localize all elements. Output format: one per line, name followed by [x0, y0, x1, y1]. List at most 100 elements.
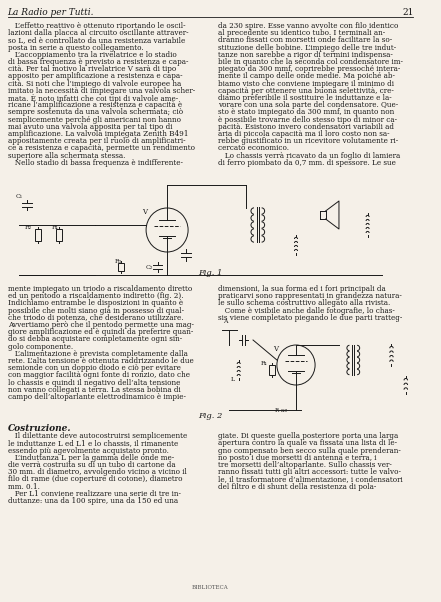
- Text: campo dell’altoparlante elettrodinamico è impie-: campo dell’altoparlante elettrodinamico …: [7, 393, 186, 401]
- Text: tre morsetti dell’altoparlante. Sullo chassis ver-: tre morsetti dell’altoparlante. Sullo ch…: [218, 461, 392, 469]
- Text: aria di piccola capacità ma il loro costo non sa-: aria di piccola capacità ma il loro cost…: [218, 130, 389, 138]
- Text: sis viene completato piegando le due parti tratteg-: sis viene completato piegando le due par…: [218, 314, 402, 322]
- Text: 30 mm. di diametro, avvolgendo vicino a vicino il: 30 mm. di diametro, avvolgendo vicino a …: [7, 468, 187, 476]
- Text: R₁: R₁: [261, 361, 268, 366]
- Text: golo componente.: golo componente.: [7, 343, 73, 350]
- Text: Come è visibile anche dalle fotografie, lo chas-: Come è visibile anche dalle fotografie, …: [218, 306, 395, 315]
- Text: del filtro e di shunt della resistenza di pola-: del filtro e di shunt della resistenza d…: [218, 483, 376, 491]
- Text: Il dilettante deve autocostruirsi semplicemente: Il dilettante deve autocostruirsi sempli…: [7, 432, 187, 440]
- Text: duttanze: una da 100 spire, una da 150 ed una: duttanze: una da 100 spire, una da 150 e…: [7, 497, 178, 505]
- Text: R₁: R₁: [52, 225, 59, 230]
- Text: 21: 21: [402, 8, 413, 17]
- Text: rebbe giustificato in un ricevitore volutamente ri-: rebbe giustificato in un ricevitore volu…: [218, 137, 398, 145]
- Text: tanze non sarebbe a rigor di termini indispensa-: tanze non sarebbe a rigor di termini ind…: [218, 51, 392, 59]
- Text: possibile che molti siano già in possesso di qual-: possibile che molti siano già in possess…: [7, 306, 184, 315]
- Text: di ferro piombato da 0,7 mm. di spessore. Le sue: di ferro piombato da 0,7 mm. di spessore…: [218, 159, 396, 167]
- Text: mm. 0.1.: mm. 0.1.: [7, 483, 40, 491]
- Text: Fig. 2: Fig. 2: [198, 412, 222, 420]
- Text: L’accoppiamento tra la rivelatrice e lo stadio: L’accoppiamento tra la rivelatrice e lo …: [7, 51, 176, 59]
- Text: al precedente su identico tubo. I terminali an-: al precedente su identico tubo. I termin…: [218, 29, 385, 37]
- Text: mai avuto una valvola apposita per tal tipo di: mai avuto una valvola apposita per tal t…: [7, 123, 172, 131]
- Text: lazioni dalla placca al circuito oscillante attraver-: lazioni dalla placca al circuito oscilla…: [7, 29, 188, 37]
- Text: V: V: [142, 208, 147, 216]
- Text: le, il trasformatore d’alimentazione, i condensatori: le, il trasformatore d’alimentazione, i …: [218, 476, 403, 483]
- Text: C₁: C₁: [15, 194, 22, 199]
- Text: semionde con un doppio diodo e ciò per evitare: semionde con un doppio diodo e ciò per e…: [7, 364, 180, 372]
- Text: V: V: [273, 345, 278, 353]
- Text: Avvertiamo però che il pentodo permette una mag-: Avvertiamo però che il pentodo permette …: [7, 321, 194, 329]
- Text: La Radio per Tutti.: La Radio per Tutti.: [7, 8, 94, 17]
- Text: L’induttanza L per la gamma delle onde me-: L’induttanza L per la gamma delle onde m…: [7, 454, 174, 462]
- Bar: [56, 229, 62, 241]
- Text: Nello stadio di bassa frequenza è indifferente-: Nello stadio di bassa frequenza è indiff…: [7, 159, 183, 167]
- Text: Fig. 1: Fig. 1: [198, 269, 222, 277]
- Text: Per L1 conviene realizzare una serie di tre in-: Per L1 conviene realizzare una serie di …: [7, 490, 181, 498]
- Text: mata. È noto infatti che coi tipi di valvole ame-: mata. È noto infatti che coi tipi di val…: [7, 94, 178, 103]
- Text: A: A: [224, 319, 228, 324]
- Text: filo di rame (due coperture di cotone), diametro: filo di rame (due coperture di cotone), …: [7, 476, 182, 483]
- Text: stituzione delle bobine. L’impiego delle tre indut-: stituzione delle bobine. L’impiego delle…: [218, 43, 396, 52]
- Text: ricane l’amplificazione a resistenza e capacità è: ricane l’amplificazione a resistenza e c…: [7, 101, 182, 110]
- Text: non vanno collegati a terra. La stessa bobina di: non vanno collegati a terra. La stessa b…: [7, 386, 180, 394]
- Text: R₂: R₂: [25, 225, 32, 230]
- Text: posta in serie a questo collegamento.: posta in serie a questo collegamento.: [7, 43, 143, 52]
- Bar: [35, 229, 41, 241]
- Text: sto è stato impiegato da 300 mmf, in quanto non: sto è stato impiegato da 300 mmf, in qua…: [218, 108, 394, 116]
- Text: C₂: C₂: [146, 265, 153, 270]
- Text: mente impiegato un triodo a riscaldamento diretto: mente impiegato un triodo a riscaldament…: [7, 285, 192, 293]
- Text: L’alimentazione è prevista completamente dalla: L’alimentazione è prevista completamente…: [7, 350, 187, 358]
- Text: sempre sostenuta da una valvola schermata; ciò: sempre sostenuta da una valvola schermat…: [7, 108, 183, 116]
- Text: lo chassis e quindi il negativo dell’alta tensione: lo chassis e quindi il negativo dell’alt…: [7, 379, 180, 386]
- Text: rete. L’alta tensione è ottenuta raddrizzando le due: rete. L’alta tensione è ottenuta raddriz…: [7, 357, 194, 365]
- Text: L’effetto reattivo è ottenuto riportando le oscil-: L’effetto reattivo è ottenuto riportando…: [7, 22, 185, 30]
- Text: semplicemente perché gli americani non hanno: semplicemente perché gli americani non h…: [7, 116, 181, 123]
- Text: cità. Per tal motivo la rivelatrice V sarà di tipo: cità. Per tal motivo la rivelatrice V sa…: [7, 65, 176, 73]
- Text: le induttanze L ed L1 e lo chassis, il rimanente: le induttanze L ed L1 e lo chassis, il r…: [7, 439, 178, 447]
- Text: dranno fissati con morsetti onde facilitare la so-: dranno fissati con morsetti onde facilit…: [218, 36, 392, 45]
- Text: apposito per amplificazione a resistenza e capa-: apposito per amplificazione a resistenza…: [7, 72, 182, 81]
- Bar: [269, 365, 275, 375]
- Text: Indichiamo entrambe le disposizioni in quanto è: Indichiamo entrambe le disposizioni in q…: [7, 299, 183, 308]
- Text: che triodo di potenza, che desiderano utilizzare.: che triodo di potenza, che desiderano ut…: [7, 314, 183, 322]
- Text: le sullo schema costruttivo allegato alla rivista.: le sullo schema costruttivo allegato all…: [218, 299, 390, 308]
- Text: superiore alla schermata stessa.: superiore alla schermata stessa.: [7, 152, 125, 160]
- Text: mente il campo delle onde medie. Ma poiché ab-: mente il campo delle onde medie. Ma poic…: [218, 72, 395, 81]
- Text: BIBLIOTECA: BIBLIOTECA: [192, 585, 228, 590]
- Text: capacità per ottenere una buona selettività, cre-: capacità per ottenere una buona selettiv…: [218, 87, 393, 95]
- Text: biamo visto che conviene impiegare il minimo di: biamo visto che conviene impiegare il mi…: [218, 79, 394, 88]
- Text: ed un pentodo a riscaldamento indiretto (fig. 2).: ed un pentodo a riscaldamento indiretto …: [7, 292, 183, 300]
- Text: diamo preferibile il sostituire le induttanze e la-: diamo preferibile il sostituire le indut…: [218, 94, 392, 102]
- Text: piegato da 300 mmf, coprirebbe pressoché intera-: piegato da 300 mmf, coprirebbe pressoché…: [218, 65, 400, 73]
- Text: appositamente creata per il ruolo di amplificatri-: appositamente creata per il ruolo di amp…: [7, 137, 185, 145]
- Text: die verrà costruita su di un tubo di cartone da: die verrà costruita su di un tubo di car…: [7, 461, 175, 469]
- Text: cercato economico.: cercato economico.: [218, 144, 289, 152]
- Text: bile in quanto che la seconda col condensatore im-: bile in quanto che la seconda col conden…: [218, 58, 403, 66]
- Text: apertura contro la quale va fissata una lista di le-: apertura contro la quale va fissata una …: [218, 439, 397, 447]
- Text: ce a resistenza e capacità, permette un rendimento: ce a resistenza e capacità, permette un …: [7, 144, 194, 152]
- Text: amplificazione. La valvola impiegata Zenith B491: amplificazione. La valvola impiegata Zen…: [7, 130, 188, 138]
- Text: è possibile trovarne dello stesso tipo di minor ca-: è possibile trovarne dello stesso tipo d…: [218, 116, 397, 123]
- Text: cità. Si noti che l’impiego di valvole europee ha: cità. Si noti che l’impiego di valvole e…: [7, 79, 181, 88]
- Text: Lo chassis verrà ricavato da un foglio di lamiera: Lo chassis verrà ricavato da un foglio d…: [218, 152, 400, 160]
- Text: con maggior facilità ogni fonte di ronzio, dato che: con maggior facilità ogni fonte di ronzi…: [7, 371, 190, 379]
- Text: da 230 spire. Esse vanno avvolte con filo identico: da 230 spire. Esse vanno avvolte con fil…: [218, 22, 398, 30]
- Text: R ac: R ac: [275, 408, 287, 413]
- Text: di bassa frequenza è previsto a resistenza e capa-: di bassa frequenza è previsto a resisten…: [7, 58, 188, 66]
- Text: praticarvi sono rappresentati in grandezza natura-: praticarvi sono rappresentati in grandez…: [218, 292, 402, 300]
- Text: vorare con una sola parte del condensatore. Que-: vorare con una sola parte del condensato…: [218, 101, 398, 109]
- Text: imitato la necessità di impiegare una valvola scher-: imitato la necessità di impiegare una va…: [7, 87, 195, 95]
- Text: so L, ed è controllato da una resistenza variabile: so L, ed è controllato da una resistenza…: [7, 36, 185, 45]
- Text: gno compensato ben secco sulla quale prenderan-: gno compensato ben secco sulla quale pre…: [218, 447, 400, 455]
- Text: essendo più agevolmente acquistato pronto.: essendo più agevolmente acquistato pront…: [7, 447, 168, 455]
- Text: Costruzione.: Costruzione.: [7, 424, 71, 433]
- Text: no posto i due morsetti di antenna e terra, i: no posto i due morsetti di antenna e ter…: [218, 454, 376, 462]
- Text: ranno fissati tutti gli altri accessori: tutte le valvo-: ranno fissati tutti gli altri accessori:…: [218, 468, 401, 476]
- Text: dimensioni, la sua forma ed i fori principali da: dimensioni, la sua forma ed i fori princ…: [218, 285, 385, 293]
- Text: pacità. Esistono invero condensatori variabili ad: pacità. Esistono invero condensatori var…: [218, 123, 394, 131]
- Text: do si debba acquistare completamente ogni sin-: do si debba acquistare completamente ogn…: [7, 335, 182, 343]
- Bar: [118, 263, 124, 271]
- Text: giore amplificazione ed è quindi da preferire quan-: giore amplificazione ed è quindi da pref…: [7, 328, 193, 336]
- Text: giate. Di queste quella posteriore porta una larga: giate. Di queste quella posteriore porta…: [218, 432, 398, 440]
- Text: R₃: R₃: [115, 259, 122, 264]
- Text: L: L: [231, 377, 235, 382]
